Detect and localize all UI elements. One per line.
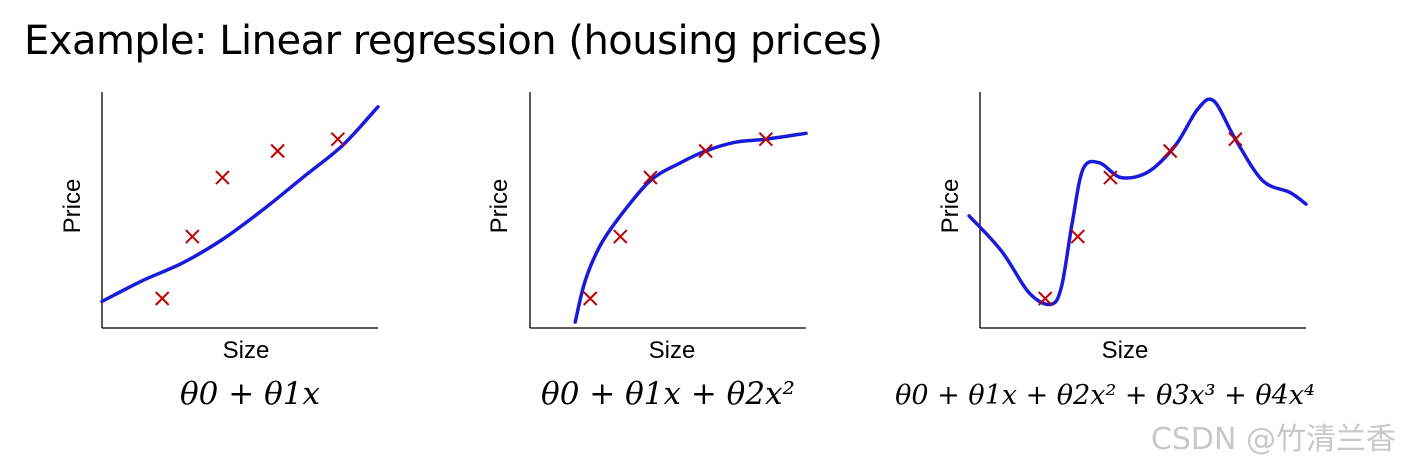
x-axis-label: Size — [223, 337, 270, 364]
data-point — [270, 143, 285, 159]
data-point-stroke — [155, 291, 170, 306]
data-point-stroke — [1103, 170, 1118, 185]
chart-quartic-fit: Size Price θ0 + θ1x + θ2x² + θ3x³ + θ4x⁴ — [895, 92, 1315, 411]
page-title: Example: Linear regression (housing pric… — [24, 18, 883, 64]
data-point-stroke — [1037, 291, 1053, 306]
data-point — [698, 143, 713, 159]
model-formula: θ0 + θ1x + θ2x² + θ3x³ + θ4x⁴ — [895, 380, 1315, 411]
x-axis-label: Size — [649, 337, 696, 364]
data-point — [1037, 291, 1053, 306]
data-point — [613, 229, 628, 244]
data-point-stroke — [698, 143, 713, 159]
data-point — [758, 131, 774, 147]
data-point — [1070, 229, 1086, 244]
y-axis-label: Price — [59, 179, 86, 234]
data-point-stroke — [1070, 229, 1086, 244]
data-point — [155, 291, 170, 306]
fit-curve — [967, 97, 1308, 307]
data-point — [1103, 170, 1118, 185]
data-point-stroke — [330, 131, 346, 147]
data-point — [215, 170, 230, 185]
data-point-stroke — [185, 229, 200, 244]
data-point-stroke — [613, 229, 628, 244]
data-point-stroke — [583, 291, 598, 306]
model-formula: θ0 + θ1x + θ2x² — [541, 376, 795, 412]
data-point — [1162, 143, 1178, 159]
chart-linear-fit: Size Price θ0 + θ1x — [59, 92, 380, 412]
x-axis-label: Size — [1102, 337, 1149, 364]
data-point-stroke — [643, 170, 658, 185]
data-point — [643, 170, 658, 185]
data-point — [1228, 131, 1243, 147]
model-formula: θ0 + θ1x — [180, 376, 320, 412]
fit-curve — [573, 131, 808, 324]
watermark-text: CSDN @竹清兰香 — [1150, 422, 1396, 457]
data-point-stroke — [1228, 131, 1243, 147]
data-point — [583, 291, 598, 306]
y-axis-label: Price — [486, 179, 513, 234]
data-point-stroke — [1162, 143, 1178, 159]
data-point-stroke — [270, 143, 285, 159]
data-point — [330, 131, 346, 147]
y-axis-label: Price — [937, 179, 964, 234]
fit-curve — [100, 105, 380, 304]
data-point — [185, 229, 200, 244]
chart-quadratic-fit: Size Price θ0 + θ1x + θ2x² — [486, 92, 808, 412]
data-point-stroke — [758, 131, 774, 147]
data-point-stroke — [215, 170, 230, 185]
